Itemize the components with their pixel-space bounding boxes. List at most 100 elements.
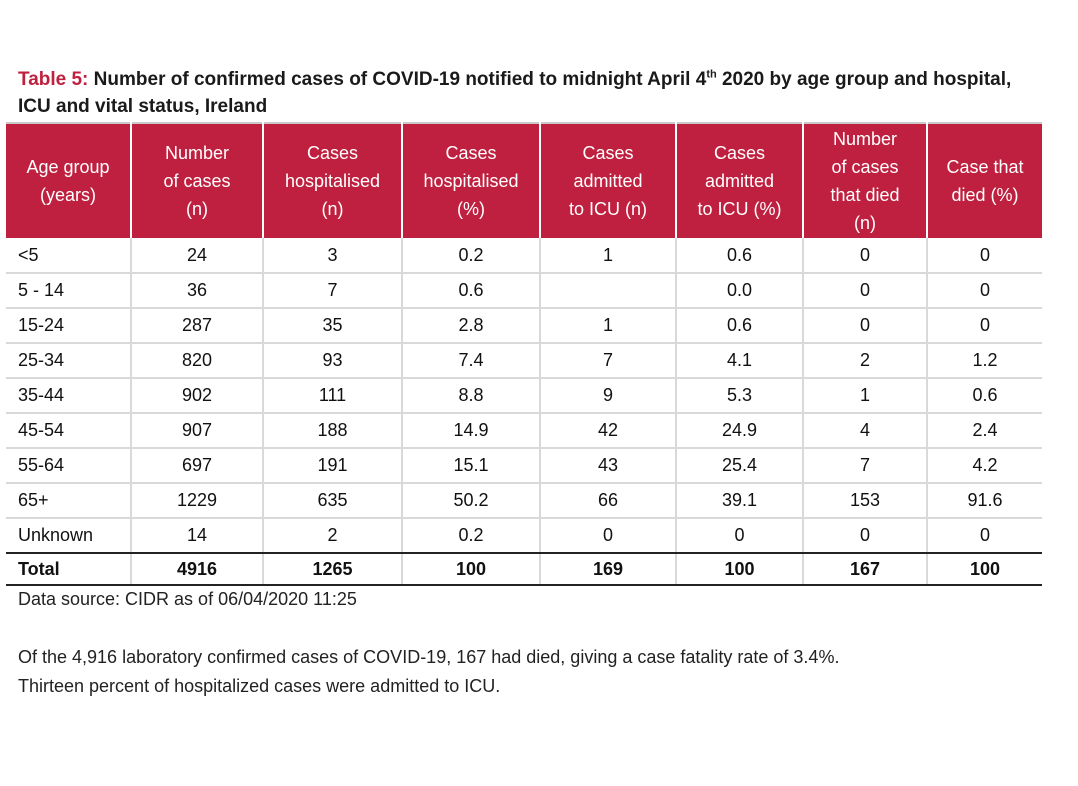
table-cell: 820 bbox=[131, 343, 264, 379]
header-age-group: Age group (years) bbox=[6, 122, 132, 238]
table-cell: 2.8 bbox=[402, 308, 541, 344]
header-line: hospitalised bbox=[423, 171, 519, 191]
row-label-cell: Total bbox=[6, 553, 132, 586]
header-line: of cases bbox=[831, 157, 899, 177]
table-cell: 0 bbox=[803, 308, 928, 344]
table-cell: 0 bbox=[803, 518, 928, 554]
table-cell: 4.2 bbox=[927, 448, 1042, 484]
header-line: Cases bbox=[582, 143, 634, 163]
header-line: to ICU (n) bbox=[568, 199, 647, 219]
caption-superscript: th bbox=[706, 68, 717, 81]
header-deaths-pct: Case that died (%) bbox=[927, 122, 1042, 238]
table-cell: 39.1 bbox=[676, 483, 804, 519]
header-icu-admitted-pct: Cases admitted to ICU (%) bbox=[676, 122, 804, 238]
table-cell: 4 bbox=[803, 413, 928, 449]
table-cell: 0.6 bbox=[402, 273, 541, 309]
table-cell: 2.4 bbox=[927, 413, 1042, 449]
table-row: Unknown 14 2 0.2 0 0 0 0 bbox=[6, 518, 1042, 554]
table-cell: 42 bbox=[540, 413, 677, 449]
table-cell: 35 bbox=[263, 308, 403, 344]
table-cell: 7.4 bbox=[402, 343, 541, 379]
table-cell: 0.6 bbox=[676, 308, 804, 344]
table-cell: 2 bbox=[263, 518, 403, 554]
caption-text: Number of confirmed cases of COVID-19 no… bbox=[93, 69, 707, 90]
table-cell: 4916 bbox=[131, 553, 264, 586]
header-line: Cases bbox=[445, 143, 497, 163]
table-cell: 153 bbox=[803, 483, 928, 519]
header-cases-hospitalised-pct: Cases hospitalised (%) bbox=[402, 122, 541, 238]
summary-note: Of the 4,916 laboratory confirmed cases … bbox=[18, 643, 1038, 701]
table-label: Table 5: bbox=[18, 69, 89, 90]
table-cell: 15.1 bbox=[402, 448, 541, 484]
table-cell: 2 bbox=[803, 343, 928, 379]
row-label-cell: 45-54 bbox=[6, 413, 132, 449]
table-caption: Table 5: Number of confirmed cases of CO… bbox=[18, 66, 1048, 120]
row-label-cell: 25-34 bbox=[6, 343, 132, 379]
table-cell: 0.2 bbox=[402, 238, 541, 274]
table-cell: 1 bbox=[803, 378, 928, 414]
summary-line-1: Of the 4,916 laboratory confirmed cases … bbox=[18, 647, 840, 667]
table-cell: 111 bbox=[263, 378, 403, 414]
table-cell: 902 bbox=[131, 378, 264, 414]
table-row: 55-64 697 191 15.1 43 25.4 7 4.2 bbox=[6, 448, 1042, 484]
table-cell: 0 bbox=[803, 238, 928, 274]
table-cell: 697 bbox=[131, 448, 264, 484]
table-cell: 36 bbox=[131, 273, 264, 309]
header-line: (years) bbox=[39, 185, 96, 205]
table-row: <5 24 3 0.2 1 0.6 0 0 bbox=[6, 238, 1042, 274]
table-cell: 1265 bbox=[263, 553, 403, 586]
header-line: of cases bbox=[163, 171, 231, 191]
table-cell: 1229 bbox=[131, 483, 264, 519]
table-cell: 0 bbox=[676, 518, 804, 554]
table-cell: 0.2 bbox=[402, 518, 541, 554]
table-cell: 1.2 bbox=[927, 343, 1042, 379]
table-cell: 50.2 bbox=[402, 483, 541, 519]
header-line: Number bbox=[832, 129, 898, 149]
header-deaths-n: Number of cases that died (n) bbox=[803, 122, 928, 238]
header-line: Age group bbox=[26, 157, 110, 177]
table-cell: 0 bbox=[927, 518, 1042, 554]
table-cell: 14 bbox=[131, 518, 264, 554]
table-cell: 5.3 bbox=[676, 378, 804, 414]
summary-line-2: Thirteen percent of hospitalized cases w… bbox=[18, 676, 501, 696]
data-source: Data source: CIDR as of 06/04/2020 11:25 bbox=[18, 589, 357, 609]
table-cell: 100 bbox=[927, 553, 1042, 586]
table-cell: 91.6 bbox=[927, 483, 1042, 519]
cases-table: Age group (years) Number of cases (n) Cases ho… bbox=[6, 122, 1042, 586]
table-cell: 0 bbox=[803, 273, 928, 309]
table-cell: 7 bbox=[803, 448, 928, 484]
table-cell: 7 bbox=[263, 273, 403, 309]
header-line: admitted bbox=[704, 171, 775, 191]
total-row: Total 4916 1265 100 169 100 167 100 bbox=[6, 553, 1042, 586]
header-row: Age group (years) Number of cases (n) Cases ho… bbox=[6, 122, 1042, 238]
table-cell: 14.9 bbox=[402, 413, 541, 449]
header-line: admitted bbox=[573, 171, 643, 191]
table-cell: 8.8 bbox=[402, 378, 541, 414]
row-label-cell: 55-64 bbox=[6, 448, 132, 484]
table-row: 5 - 14 36 7 0.6 0.0 0 0 bbox=[6, 273, 1042, 309]
row-label-cell: 15-24 bbox=[6, 308, 132, 344]
header-line: died (%) bbox=[951, 185, 1019, 205]
table-cell bbox=[540, 273, 677, 309]
table-cell: 287 bbox=[131, 308, 264, 344]
row-label-cell: 5 - 14 bbox=[6, 273, 132, 309]
header-number-of-cases: Number of cases (n) bbox=[131, 122, 264, 238]
table-cell: 0.6 bbox=[676, 238, 804, 274]
table-row: 65+ 1229 635 50.2 66 39.1 153 91.6 bbox=[6, 483, 1042, 519]
header-line: Cases bbox=[306, 143, 359, 163]
table-cell: 66 bbox=[540, 483, 677, 519]
table-cell: 1 bbox=[540, 308, 677, 344]
table-cell: 1 bbox=[540, 238, 677, 274]
table-header: Age group (years) Number of cases (n) Cases ho… bbox=[6, 122, 1042, 238]
header-line: that died bbox=[830, 185, 900, 205]
table-cell: 100 bbox=[676, 553, 804, 586]
table-cell: 24.9 bbox=[676, 413, 804, 449]
header-line: (n) bbox=[186, 199, 208, 219]
table-cell: 7 bbox=[540, 343, 677, 379]
table-cell: 167 bbox=[803, 553, 928, 586]
caption-text-continued: 2020 by age group and hospital, ICU and … bbox=[18, 69, 1012, 117]
row-label-cell: <5 bbox=[6, 238, 132, 274]
table-cell: 635 bbox=[263, 483, 403, 519]
header-line: Case that bbox=[946, 157, 1024, 177]
table-row: 25-34 820 93 7.4 7 4.1 2 1.2 bbox=[6, 343, 1042, 379]
